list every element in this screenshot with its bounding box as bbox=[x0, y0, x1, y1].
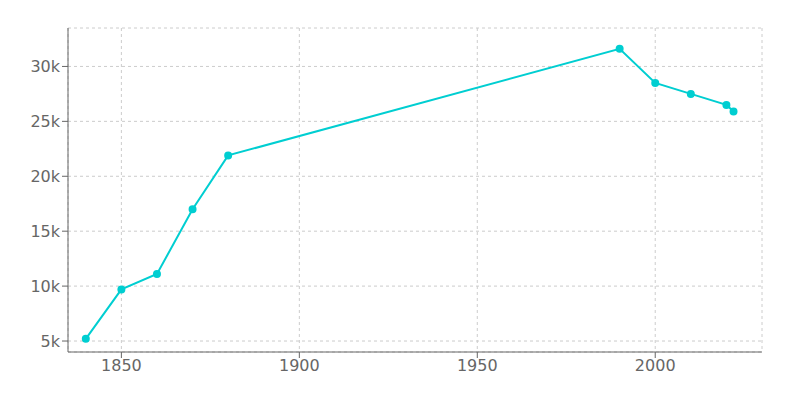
svg-text:5k: 5k bbox=[41, 332, 61, 351]
svg-text:1900: 1900 bbox=[279, 356, 320, 375]
svg-text:10k: 10k bbox=[30, 277, 60, 296]
svg-text:1950: 1950 bbox=[457, 356, 498, 375]
svg-text:15k: 15k bbox=[30, 222, 60, 241]
svg-text:25k: 25k bbox=[30, 112, 60, 131]
svg-text:20k: 20k bbox=[30, 167, 60, 186]
svg-text:30k: 30k bbox=[30, 57, 60, 76]
svg-text:2000: 2000 bbox=[635, 356, 676, 375]
svg-text:1850: 1850 bbox=[101, 356, 142, 375]
